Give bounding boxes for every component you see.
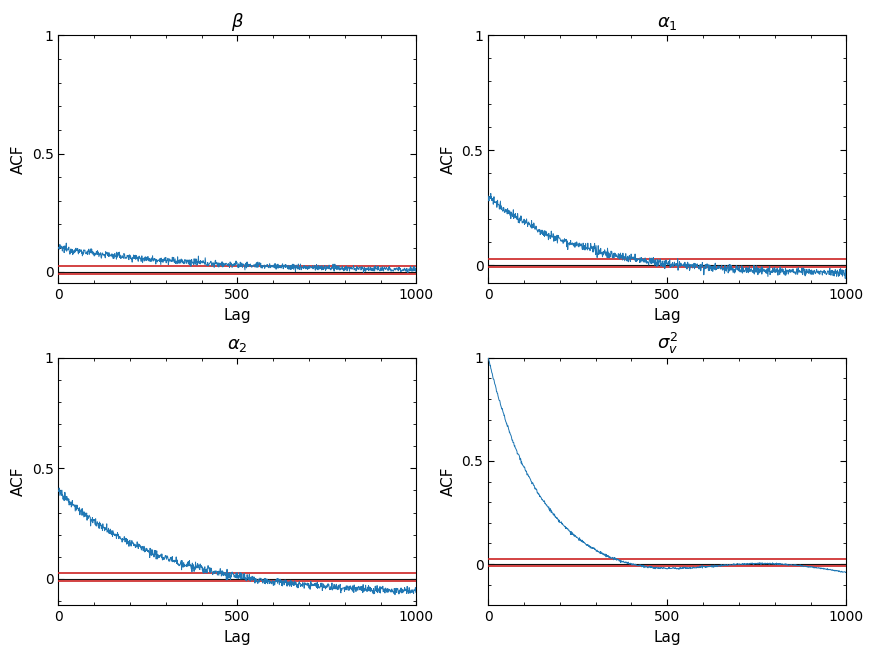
Title: $\sigma_v^2$: $\sigma_v^2$	[657, 331, 678, 356]
Y-axis label: ACF: ACF	[441, 145, 456, 174]
Title: $\alpha_2$: $\alpha_2$	[228, 337, 248, 354]
X-axis label: Lag: Lag	[224, 308, 251, 323]
X-axis label: Lag: Lag	[224, 630, 251, 645]
Y-axis label: ACF: ACF	[441, 467, 456, 496]
X-axis label: Lag: Lag	[654, 308, 681, 323]
Y-axis label: ACF: ACF	[11, 467, 26, 496]
X-axis label: Lag: Lag	[654, 630, 681, 645]
Title: $\beta$: $\beta$	[231, 11, 244, 33]
Y-axis label: ACF: ACF	[11, 145, 26, 174]
Title: $\alpha_1$: $\alpha_1$	[657, 14, 677, 32]
